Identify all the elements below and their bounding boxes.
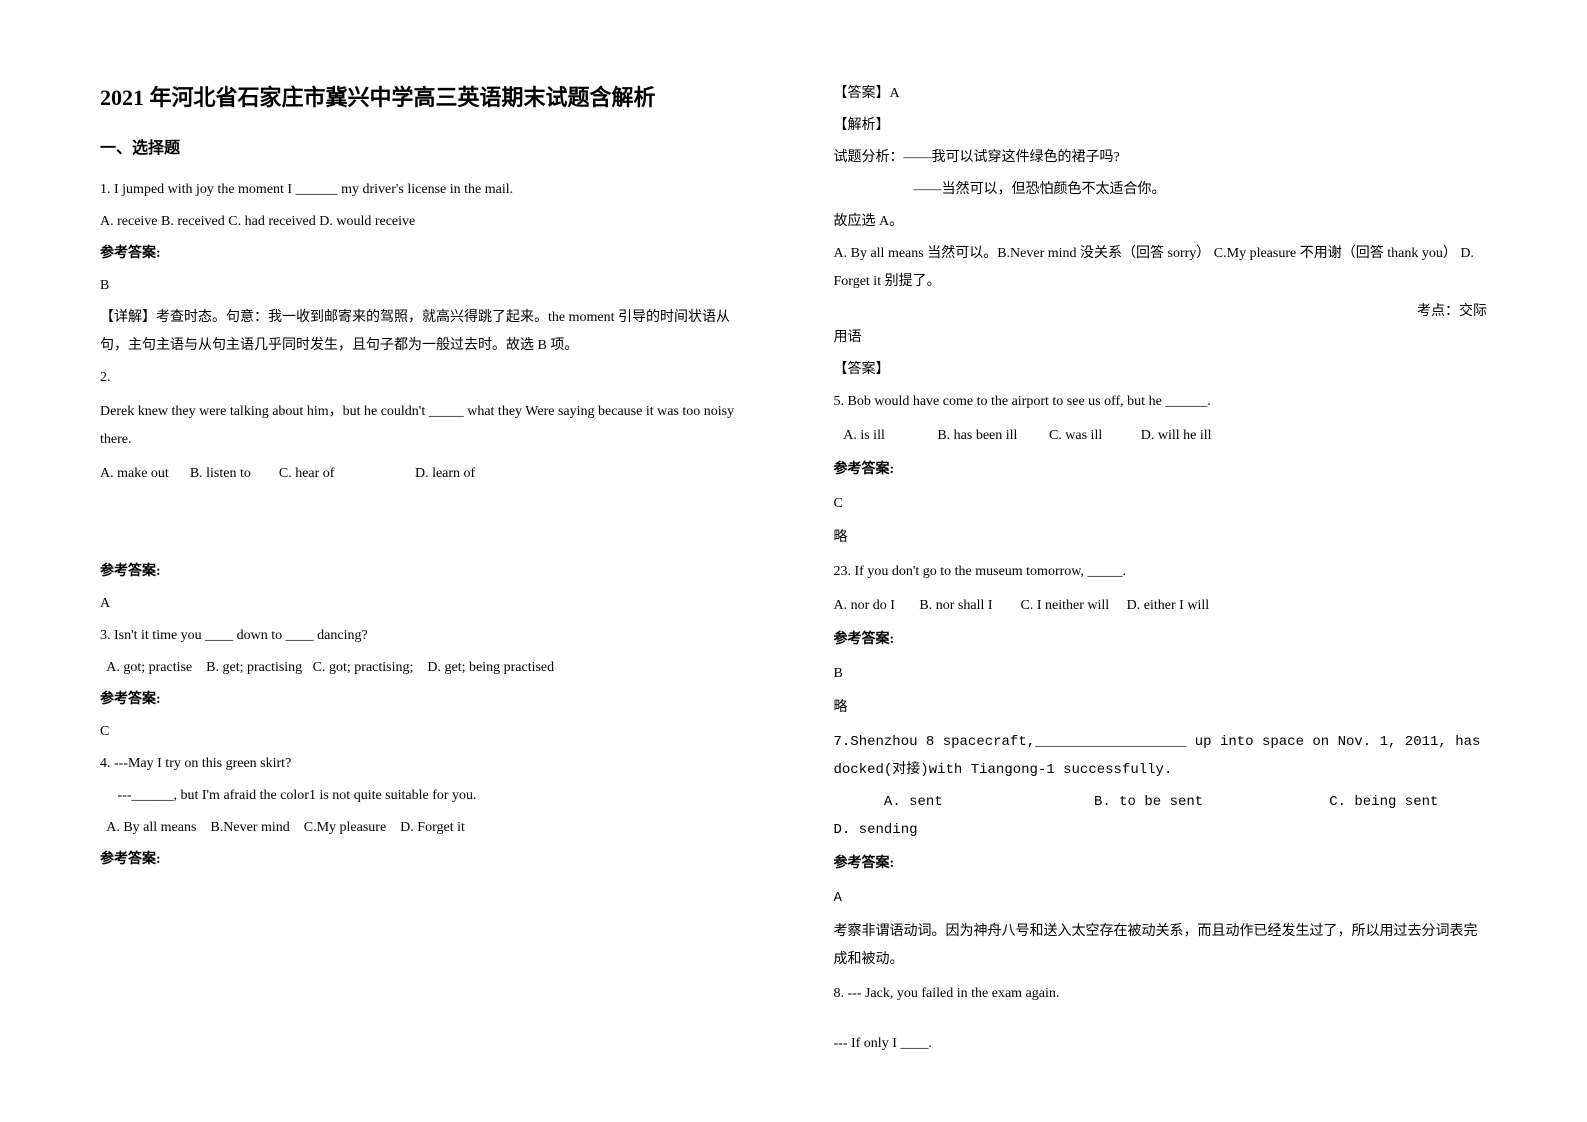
r-line3: 故应选 A。 bbox=[834, 208, 1488, 236]
q1-stem: 1. I jumped with joy the moment I ______… bbox=[100, 176, 754, 204]
q6-lue: 略 bbox=[834, 694, 1488, 722]
q8-stem2: --- If only I ____. bbox=[834, 1030, 1488, 1058]
q3-stem: 3. Isn't it time you ____ down to ____ d… bbox=[100, 622, 754, 650]
q1-answer: B bbox=[100, 272, 754, 300]
left-column: 2021 年河北省石家庄市冀兴中学高三英语期末试题含解析 一、选择题 1. I … bbox=[100, 80, 754, 1062]
q5-lue: 略 bbox=[834, 524, 1488, 552]
r-ans: 【答案】A bbox=[834, 80, 1488, 108]
q5-options: A. is ill B. has been ill C. was ill D. … bbox=[834, 422, 1488, 450]
doc-title: 2021 年河北省石家庄市冀兴中学高三英语期末试题含解析 bbox=[100, 80, 754, 112]
q5-stem: 5. Bob would have come to the airport to… bbox=[834, 388, 1488, 416]
q6-stem: 23. If you don't go to the museum tomorr… bbox=[834, 558, 1488, 586]
q5-answer-label: 参考答案: bbox=[834, 456, 1488, 484]
q1-explain: 【详解】考查时态。句意：我一收到邮寄来的驾照，就高兴得跳了起来。the mome… bbox=[100, 304, 754, 360]
q1-answer-label: 参考答案: bbox=[100, 240, 754, 268]
q6-answer: B bbox=[834, 660, 1488, 688]
q8-stem1: 8. --- Jack, you failed in the exam agai… bbox=[834, 980, 1488, 1008]
q2-options: A. make out B. listen to C. hear of D. l… bbox=[100, 460, 754, 488]
q4-stem2: ---______, but I'm afraid the color1 is … bbox=[100, 782, 754, 810]
page-container: 2021 年河北省石家庄市冀兴中学高三英语期末试题含解析 一、选择题 1. I … bbox=[100, 80, 1487, 1062]
q4-stem1: 4. ---May I try on this green skirt? bbox=[100, 750, 754, 778]
right-column: 【答案】A 【解析】 试题分析：——我可以试穿这件绿色的裙子吗? ——当然可以，… bbox=[834, 80, 1488, 1062]
q4-options: A. By all means B.Never mind C.My pleasu… bbox=[100, 814, 754, 842]
q7-answer-label: 参考答案: bbox=[834, 850, 1488, 878]
r-daan: 【答案】 bbox=[834, 356, 1488, 384]
r-yongyu: 用语 bbox=[834, 324, 1488, 352]
q2-answer-label: 参考答案: bbox=[100, 558, 754, 586]
q2-num: 2. bbox=[100, 364, 754, 392]
q4-answer-label: 参考答案: bbox=[100, 846, 754, 874]
q3-options: A. got; practise B. get; practising C. g… bbox=[100, 654, 754, 682]
q7-answer: A bbox=[834, 884, 1488, 912]
r-jiexi: 【解析】 bbox=[834, 112, 1488, 140]
q2-answer: A bbox=[100, 590, 754, 618]
q3-answer: C bbox=[100, 718, 754, 746]
r-tag: 考点：交际 bbox=[834, 300, 1488, 320]
r-line4: A. By all means 当然可以。B.Never mind 没关系（回答… bbox=[834, 240, 1488, 296]
q6-options: A. nor do I B. nor shall I C. I neither … bbox=[834, 592, 1488, 620]
q5-answer: C bbox=[834, 490, 1488, 518]
q3-answer-label: 参考答案: bbox=[100, 686, 754, 714]
q6-answer-label: 参考答案: bbox=[834, 626, 1488, 654]
q7-explain: 考察非谓语动词。因为神舟八号和送入太空存在被动关系，而且动作已经发生过了，所以用… bbox=[834, 918, 1488, 974]
q1-options: A. receive B. received C. had received D… bbox=[100, 208, 754, 236]
section-heading: 一、选择题 bbox=[100, 134, 754, 158]
q7-stem: 7.Shenzhou 8 spacecraft,________________… bbox=[834, 728, 1488, 784]
r-line2: ——当然可以，但恐怕颜色不太适合你。 bbox=[834, 176, 1488, 204]
q7-options: A. sent B. to be sent C. being sent D. s… bbox=[834, 788, 1488, 844]
q2-stem: Derek knew they were talking about him，b… bbox=[100, 398, 754, 454]
r-line1: 试题分析：——我可以试穿这件绿色的裙子吗? bbox=[834, 144, 1488, 172]
